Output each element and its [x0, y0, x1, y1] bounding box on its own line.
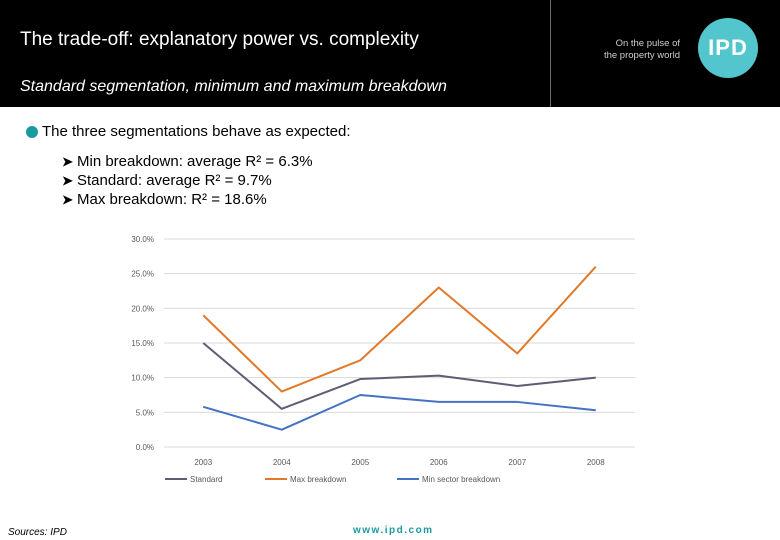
page-subtitle: Standard segmentation, minimum and maxim…	[20, 78, 447, 95]
legend-label: Max breakdown	[290, 475, 346, 484]
sub-points: ➤ Min breakdown: average R² = 6.3% ➤ Sta…	[62, 152, 313, 209]
tagline-line-2: the property world	[603, 50, 680, 61]
legend-label: Min sector breakdown	[422, 475, 500, 484]
arrow-bullet-icon: ➤	[62, 192, 73, 207]
sources-note: Sources: IPD	[8, 527, 67, 538]
sub-point: ➤ Max breakdown: R² = 18.6%	[62, 190, 313, 209]
header-divider	[550, 0, 551, 107]
series-line-standard	[202, 342, 596, 410]
x-tick-label: 2005	[351, 458, 369, 467]
y-tick-label: 10.0%	[131, 374, 154, 383]
y-tick-label: 5.0%	[136, 408, 154, 417]
y-tick-label: 0.0%	[136, 443, 154, 452]
main-bullet: The three segmentations behave as expect…	[26, 123, 351, 140]
sub-point: ➤ Standard: average R² = 9.7%	[62, 171, 313, 190]
sub-point-text: Min breakdown: average R² = 6.3%	[77, 153, 313, 170]
x-tick-label: 2006	[430, 458, 448, 467]
line-chart: 0.0% 5.0% 10.0% 15.0% 20.0% 25.0% 30.0% 2003 200…	[131, 235, 635, 484]
x-tick-label: 2004	[273, 458, 291, 467]
ipd-logo: IPD	[698, 18, 758, 78]
series-line-min-sector-breakdown	[202, 394, 596, 431]
y-tick-label: 20.0%	[131, 304, 154, 313]
legend-label: Standard	[190, 475, 222, 484]
bullet-text: The three segmentations behave as expect…	[42, 123, 351, 140]
x-tick-label: 2003	[194, 458, 212, 467]
sub-point-text: Max breakdown: R² = 18.6%	[77, 191, 267, 208]
header-bar: The trade-off: explanatory power vs. com…	[0, 0, 780, 107]
page-title: The trade-off: explanatory power vs. com…	[20, 29, 419, 50]
sub-point-text: Standard: average R² = 9.7%	[77, 172, 272, 189]
x-tick-label: 2008	[587, 458, 605, 467]
tagline: On the pulse of the property world	[590, 38, 680, 62]
bullet-dot-icon	[26, 125, 38, 138]
sub-point: ➤ Min breakdown: average R² = 6.3%	[62, 152, 313, 171]
series-line-max-breakdown	[202, 266, 597, 393]
arrow-bullet-icon: ➤	[62, 154, 73, 169]
y-tick-label: 30.0%	[131, 235, 154, 244]
y-tick-label: 25.0%	[131, 270, 154, 279]
website-link[interactable]: www.ipd.com	[353, 525, 434, 536]
y-tick-label: 15.0%	[131, 339, 154, 348]
arrow-bullet-icon: ➤	[62, 173, 73, 188]
tagline-line-1: On the pulse of	[615, 38, 680, 49]
x-tick-label: 2007	[508, 458, 526, 467]
